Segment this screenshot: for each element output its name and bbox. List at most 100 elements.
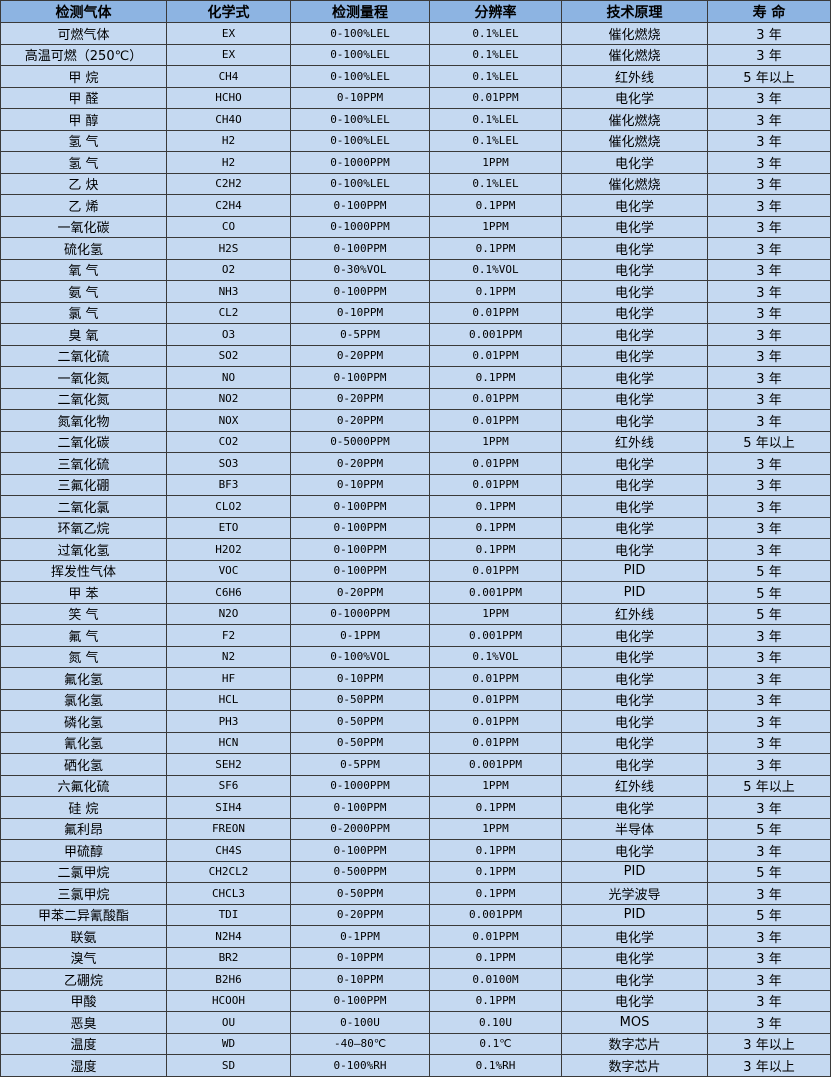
range-cell: 0-20PPM bbox=[290, 344, 430, 367]
resolution-cell: 0.01PPM bbox=[429, 86, 562, 109]
range-cell: 0-50PPM bbox=[290, 731, 430, 754]
gas-cell: 氟利昂 bbox=[0, 817, 167, 840]
formula-cell: O3 bbox=[166, 323, 291, 346]
lifespan-cell: 5 年 bbox=[707, 602, 831, 625]
formula-cell: CH4S bbox=[166, 839, 291, 862]
principle-cell: 电化学 bbox=[561, 323, 708, 346]
formula-cell: N2 bbox=[166, 645, 291, 668]
gas-cell: 氢 气 bbox=[0, 151, 167, 174]
range-cell: 0-20PPM bbox=[290, 387, 430, 410]
table-row: 温度 WD -40—80℃ 0.1℃ 数字芯片 3 年以上 bbox=[0, 1032, 831, 1055]
formula-cell: CH4 bbox=[166, 65, 291, 88]
range-cell: 0-100%LEL bbox=[290, 22, 430, 45]
gas-cell: 联氨 bbox=[0, 925, 167, 948]
range-cell: 0-100PPM bbox=[290, 495, 430, 518]
table-row: 恶臭 OU 0-100U 0.10U MOS 3 年 bbox=[0, 1011, 831, 1034]
formula-cell: CHCL3 bbox=[166, 882, 291, 905]
principle-cell: 电化学 bbox=[561, 194, 708, 217]
lifespan-cell: 3 年 bbox=[707, 344, 831, 367]
range-cell: 0-10PPM bbox=[290, 667, 430, 690]
table-row: 甲 苯 C6H6 0-20PPM 0.001PPM PID 5 年 bbox=[0, 581, 831, 604]
gas-cell: 氨 气 bbox=[0, 280, 167, 303]
range-cell: 0-1000PPM bbox=[290, 151, 430, 174]
lifespan-cell: 3 年 bbox=[707, 710, 831, 733]
table-row: 六氟化硫 SF6 0-1000PPM 1PPM 红外线 5 年以上 bbox=[0, 774, 831, 797]
table-row: 甲 醛 HCHO 0-10PPM 0.01PPM 电化学 3 年 bbox=[0, 86, 831, 109]
principle-cell: 光学波导 bbox=[561, 882, 708, 905]
table-row: 硫化氢 H2S 0-100PPM 0.1PPM 电化学 3 年 bbox=[0, 237, 831, 260]
range-cell: 0-1000PPM bbox=[290, 215, 430, 238]
lifespan-cell: 3 年 bbox=[707, 215, 831, 238]
gas-cell: 高温可燃（250℃） bbox=[0, 43, 167, 66]
gas-cell: 氯化氢 bbox=[0, 688, 167, 711]
principle-cell: 电化学 bbox=[561, 258, 708, 281]
principle-cell: 电化学 bbox=[561, 452, 708, 475]
gas-cell: 氧 气 bbox=[0, 258, 167, 281]
lifespan-cell: 3 年 bbox=[707, 731, 831, 754]
lifespan-cell: 3 年 bbox=[707, 151, 831, 174]
resolution-cell: 0.001PPM bbox=[429, 581, 562, 604]
resolution-cell: 0.1PPM bbox=[429, 538, 562, 561]
resolution-cell: 0.1PPM bbox=[429, 839, 562, 862]
table-row: 二氧化碳 CO2 0-5000PPM 1PPM 红外线 5 年以上 bbox=[0, 430, 831, 453]
range-cell: 0-100PPM bbox=[290, 516, 430, 539]
range-cell: 0-100PPM bbox=[290, 280, 430, 303]
principle-cell: 电化学 bbox=[561, 344, 708, 367]
formula-cell: EX bbox=[166, 22, 291, 45]
formula-cell: OU bbox=[166, 1011, 291, 1034]
range-cell: 0-50PPM bbox=[290, 710, 430, 733]
gas-cell: 环氧乙烷 bbox=[0, 516, 167, 539]
table-row: 氟利昂 FREON 0-2000PPM 1PPM 半导体 5 年 bbox=[0, 817, 831, 840]
table-row: 二氯甲烷 CH2CL2 0-500PPM 0.1PPM PID 5 年 bbox=[0, 860, 831, 883]
resolution-cell: 0.1PPM bbox=[429, 882, 562, 905]
gas-cell: 硫化氢 bbox=[0, 237, 167, 260]
principle-cell: 红外线 bbox=[561, 602, 708, 625]
resolution-cell: 0.1℃ bbox=[429, 1032, 562, 1055]
range-cell: -40—80℃ bbox=[290, 1032, 430, 1055]
formula-cell: F2 bbox=[166, 624, 291, 647]
lifespan-cell: 3 年 bbox=[707, 624, 831, 647]
principle-cell: 电化学 bbox=[561, 280, 708, 303]
principle-cell: 电化学 bbox=[561, 387, 708, 410]
table-row: 磷化氢 PH3 0-50PPM 0.01PPM 电化学 3 年 bbox=[0, 710, 831, 733]
principle-cell: 电化学 bbox=[561, 667, 708, 690]
range-cell: 0-20PPM bbox=[290, 409, 430, 432]
formula-cell: BR2 bbox=[166, 946, 291, 969]
lifespan-cell: 5 年 bbox=[707, 581, 831, 604]
principle-cell: 数字芯片 bbox=[561, 1054, 708, 1077]
lifespan-cell: 5 年 bbox=[707, 817, 831, 840]
header-gas: 检测气体 bbox=[0, 0, 167, 23]
lifespan-cell: 3 年 bbox=[707, 86, 831, 109]
resolution-cell: 1PPM bbox=[429, 817, 562, 840]
range-cell: 0-500PPM bbox=[290, 860, 430, 883]
gas-cell: 溴气 bbox=[0, 946, 167, 969]
table-row: 环氧乙烷 ETO 0-100PPM 0.1PPM 电化学 3 年 bbox=[0, 516, 831, 539]
resolution-cell: 0.1PPM bbox=[429, 796, 562, 819]
table-row: 氮氧化物 NOX 0-20PPM 0.01PPM 电化学 3 年 bbox=[0, 409, 831, 432]
resolution-cell: 0.01PPM bbox=[429, 731, 562, 754]
table-row: 二氧化氯 CLO2 0-100PPM 0.1PPM 电化学 3 年 bbox=[0, 495, 831, 518]
formula-cell: TDI bbox=[166, 903, 291, 926]
formula-cell: NO bbox=[166, 366, 291, 389]
formula-cell: H2S bbox=[166, 237, 291, 260]
resolution-cell: 0.10U bbox=[429, 1011, 562, 1034]
principle-cell: 电化学 bbox=[561, 301, 708, 324]
gas-cell: 甲 醛 bbox=[0, 86, 167, 109]
formula-cell: CH4O bbox=[166, 108, 291, 131]
principle-cell: PID bbox=[561, 903, 708, 926]
lifespan-cell: 3 年 bbox=[707, 473, 831, 496]
table-row: 硅 烷 SIH4 0-100PPM 0.1PPM 电化学 3 年 bbox=[0, 796, 831, 819]
resolution-cell: 0.1PPM bbox=[429, 989, 562, 1012]
gas-cell: 氮氧化物 bbox=[0, 409, 167, 432]
principle-cell: PID bbox=[561, 581, 708, 604]
formula-cell: HCL bbox=[166, 688, 291, 711]
formula-cell: SIH4 bbox=[166, 796, 291, 819]
gas-cell: 恶臭 bbox=[0, 1011, 167, 1034]
resolution-cell: 0.001PPM bbox=[429, 323, 562, 346]
table-row: 氨 气 NH3 0-100PPM 0.1PPM 电化学 3 年 bbox=[0, 280, 831, 303]
range-cell: 0-100%LEL bbox=[290, 108, 430, 131]
range-cell: 0-100%VOL bbox=[290, 645, 430, 668]
gas-cell: 氮 气 bbox=[0, 645, 167, 668]
principle-cell: 电化学 bbox=[561, 366, 708, 389]
